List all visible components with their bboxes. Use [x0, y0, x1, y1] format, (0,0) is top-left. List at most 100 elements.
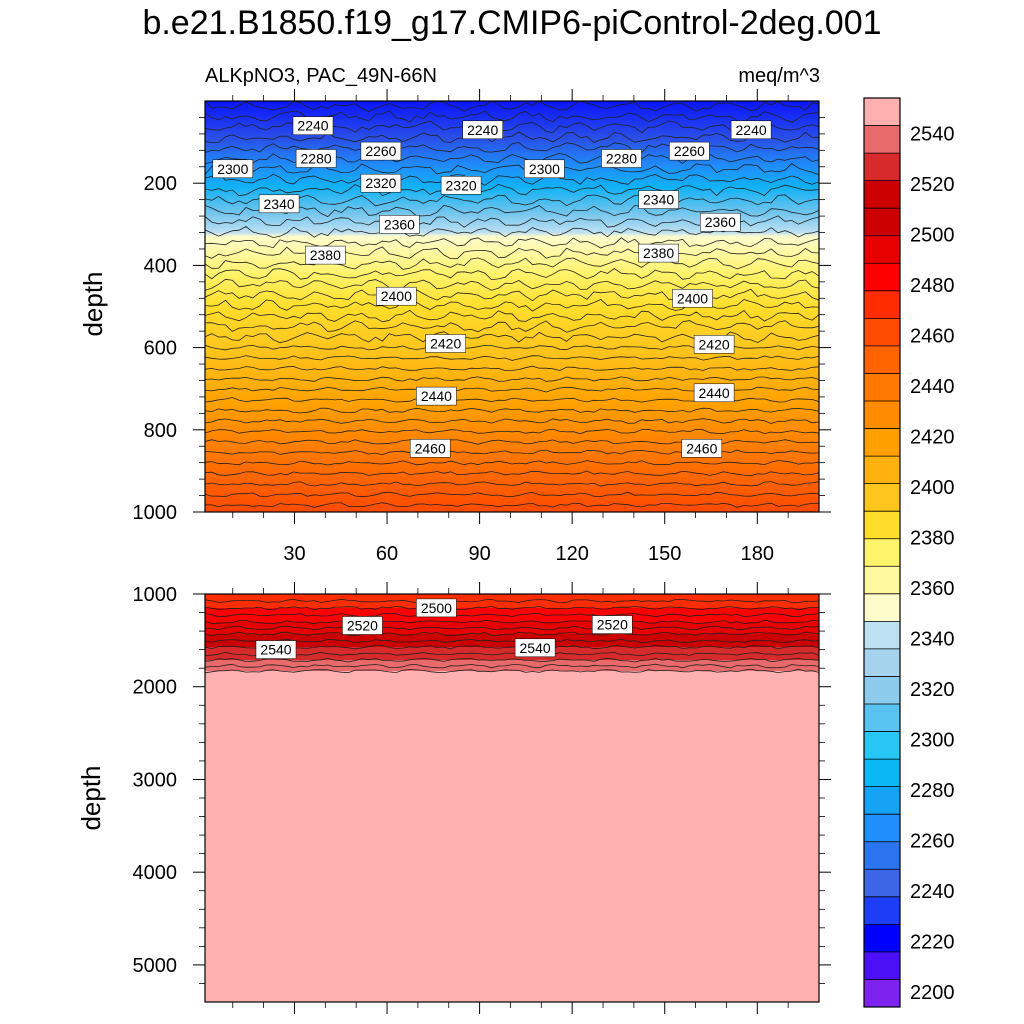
contour-line	[205, 668, 819, 674]
contour-line	[205, 491, 819, 498]
contour-line	[205, 376, 819, 382]
region-name: PAC_49N-66N	[306, 65, 437, 87]
colorbar-box	[864, 373, 900, 402]
x-tick-label: 180	[741, 543, 774, 565]
colorbar-label: 2500	[910, 224, 955, 246]
lower-field	[205, 594, 819, 1002]
contour-line	[205, 631, 819, 637]
contour-label-text: 2400	[677, 290, 708, 306]
colorbar-box	[864, 345, 900, 374]
colorbar-box	[864, 153, 900, 181]
contour-label-text: 2320	[446, 177, 477, 193]
lower-contour-labels: 2500 2520 2520 2540 2540	[255, 598, 633, 659]
contour-line	[205, 657, 819, 663]
contour-label-text: 2500	[421, 600, 452, 616]
contour-line	[205, 365, 819, 372]
colorbar-box	[864, 924, 900, 953]
colorbar-box	[864, 841, 900, 870]
contour-label: 2320	[360, 173, 402, 193]
colorbar-box	[864, 704, 900, 732]
colorbar-box	[864, 263, 900, 292]
contour-label: 2380	[638, 243, 679, 263]
contour-label: 2240	[462, 120, 503, 140]
colorbar-box	[864, 759, 900, 787]
contour-label-text: 2300	[529, 161, 560, 177]
contour-label: 2240	[730, 120, 772, 140]
contour-line	[205, 470, 819, 477]
lower-depth-axis-label: depth	[76, 765, 106, 830]
contour-label-text: 2440	[421, 388, 452, 404]
contour-label-text: 2280	[606, 151, 637, 167]
upper-axes: 30 60 90 120 150 180 200 400 600 800 1000	[133, 89, 831, 565]
contour-line	[205, 101, 819, 112]
colorbar-box	[864, 896, 900, 925]
contour-label: 2440	[416, 386, 457, 406]
colorbar-label: 2480	[910, 275, 955, 297]
lower-plot-panel: 2500 2520 2520 2540 2540 1000 2000 3000 4000 500…	[133, 582, 831, 1014]
contour-label-text: 2440	[699, 385, 730, 401]
contour-line	[205, 605, 819, 611]
contour-label-text: 2340	[264, 196, 295, 212]
y-tick-label: 3000	[133, 769, 178, 791]
contour-line	[205, 502, 819, 508]
contour-label-text: 2420	[699, 336, 730, 352]
contour-label: 2260	[669, 141, 710, 161]
y-tick-label: 200	[144, 173, 177, 195]
contour-line	[205, 625, 819, 631]
variable-region-label: ALKpNO3, PAC_49N-66N	[205, 65, 437, 87]
colorbar-box	[864, 401, 900, 429]
contour-label: 2420	[693, 335, 735, 354]
colorbar-box	[864, 951, 900, 980]
upper-plot-panel: 2240 2240 2240 2260 2260 2280 2280 2300 2300 2320…	[133, 89, 831, 565]
colorbar-label: 2260	[910, 830, 955, 852]
colorbar-label: 2380	[910, 527, 955, 549]
contour-label: 2500	[416, 598, 457, 618]
contour-label-text: 2240	[467, 122, 498, 138]
contour-line	[205, 481, 819, 487]
colorbar-box	[864, 648, 900, 677]
contour-line	[205, 619, 819, 625]
colorbar-box	[864, 511, 900, 540]
contour-line	[205, 268, 819, 281]
colorbar-box	[864, 538, 900, 567]
contour-line	[205, 278, 819, 291]
contour-label: 2520	[592, 615, 633, 634]
contour-label-text: 2460	[686, 440, 717, 456]
x-tick-label: 120	[555, 543, 588, 565]
contour-label-text: 2320	[365, 175, 396, 191]
contour-label-text: 2360	[384, 216, 415, 232]
colorbar-frame	[863, 97, 901, 1008]
contour-line	[205, 162, 819, 176]
contour-label-text: 2520	[347, 618, 378, 634]
y-tick-label: 400	[144, 255, 177, 277]
colorbar-box	[864, 566, 900, 595]
x-tick-label: 150	[648, 543, 681, 565]
contour-line	[205, 460, 819, 466]
contour-label: 2340	[258, 194, 300, 214]
contour-label: 2380	[305, 245, 346, 265]
contour-label-text: 2240	[736, 122, 767, 138]
lower-field-band	[205, 671, 819, 1002]
contour-line	[205, 141, 819, 154]
y-tick-label: 600	[144, 338, 177, 360]
contour-line	[205, 204, 819, 218]
chart-title: b.e21.B1850.f19_g17.CMIP6-piControl-2deg…	[142, 4, 881, 42]
contour-line	[205, 663, 819, 669]
colorbar: 2540 2520 2500 2480 2460 2440 2420 2400 2380 2360…	[863, 97, 955, 1008]
contour-label: 2320	[440, 176, 482, 195]
contour-line	[205, 407, 819, 414]
contour-label: 2360	[379, 215, 420, 234]
colorbar-label: 2400	[910, 477, 955, 499]
contour-line	[205, 309, 819, 323]
contour-line	[205, 644, 819, 650]
colorbar-box	[864, 456, 900, 484]
contour-label-text: 2340	[643, 192, 674, 208]
colorbar-box	[864, 125, 900, 154]
colorbar-box	[864, 428, 900, 457]
colorbar-label: 2320	[910, 679, 955, 701]
colorbar-box	[864, 979, 900, 1008]
upper-depth-axis-label: depth	[78, 271, 108, 336]
contour-line	[205, 428, 819, 435]
contour-label-text: 2300	[217, 161, 248, 177]
contour-line	[205, 418, 819, 424]
